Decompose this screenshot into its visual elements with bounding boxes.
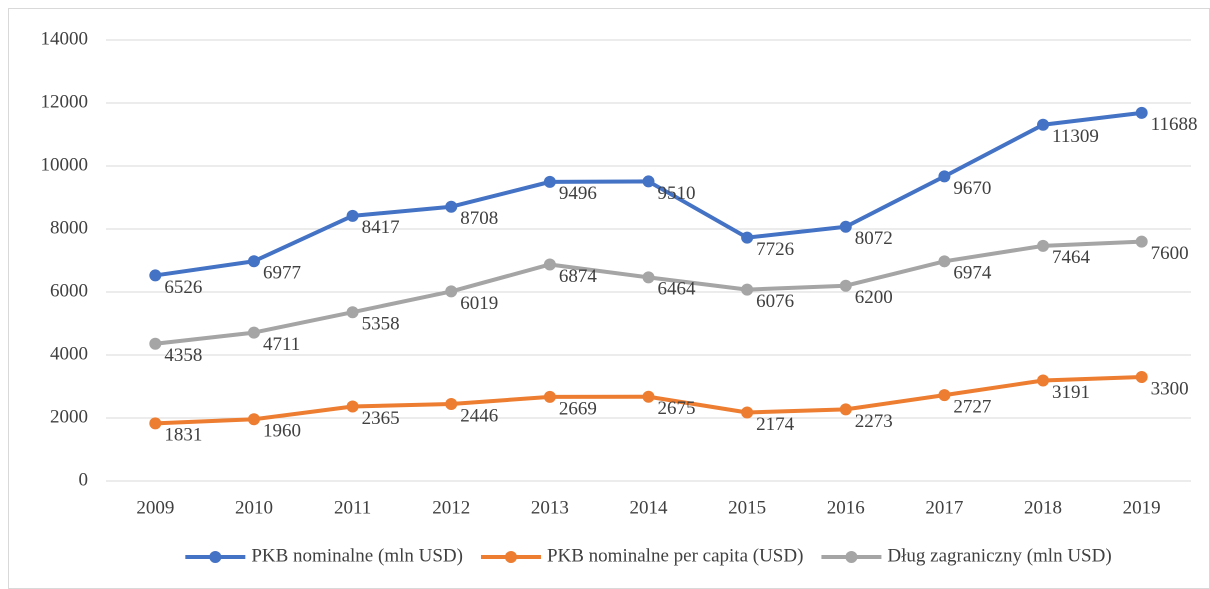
point: [445, 397, 458, 410]
data-label: 6874: [559, 266, 598, 287]
legend-label: Dług zagraniczny (mln USD): [887, 545, 1111, 566]
x-tick-label: 2010: [235, 497, 273, 518]
point: [1135, 235, 1148, 248]
data-label: 2727: [953, 396, 991, 417]
data-label: 4711: [263, 334, 300, 355]
legend-marker: [845, 551, 858, 563]
y-tick-label: 10000: [41, 154, 89, 175]
legend-label: PKB nominalne per capita (USD): [547, 545, 803, 566]
point: [1037, 239, 1050, 252]
data-label: 11309: [1052, 126, 1099, 147]
x-tick-label: 2009: [136, 497, 174, 518]
data-label: 6200: [855, 287, 893, 308]
point: [543, 258, 556, 271]
point: [741, 231, 754, 244]
legend-marker: [209, 551, 222, 563]
point: [938, 255, 951, 268]
point: [149, 417, 162, 430]
y-tick-label: 6000: [50, 280, 88, 301]
data-label: 2669: [559, 398, 597, 419]
point: [445, 285, 458, 298]
data-label: 6977: [263, 263, 301, 284]
point: [149, 269, 162, 282]
y-tick-label: 14000: [41, 28, 89, 49]
x-tick-label: 2015: [728, 497, 766, 518]
x-tick-label: 2011: [334, 497, 371, 518]
point: [741, 283, 754, 296]
point: [543, 390, 556, 403]
data-label: 2365: [362, 408, 400, 429]
data-label: 6974: [953, 263, 992, 284]
point: [247, 413, 260, 426]
point: [1135, 371, 1148, 384]
data-label: 3300: [1151, 378, 1189, 399]
x-tick-label: 2017: [925, 497, 963, 518]
data-label: 1960: [263, 421, 301, 442]
x-tick-label: 2016: [827, 497, 865, 518]
data-label: 6076: [756, 291, 794, 312]
data-label: 8417: [362, 217, 400, 238]
point: [839, 279, 852, 292]
x-tick-label: 2014: [630, 497, 669, 518]
data-label: 7600: [1151, 243, 1189, 264]
data-label: 2273: [855, 411, 893, 432]
point: [247, 326, 260, 339]
y-tick-label: 0: [79, 469, 89, 490]
y-tick-label: 4000: [50, 343, 88, 364]
data-label: 8708: [460, 208, 498, 229]
point: [149, 337, 162, 350]
point: [346, 209, 359, 222]
point: [642, 271, 655, 284]
data-label: 2675: [658, 398, 696, 419]
point: [346, 306, 359, 319]
y-tick-label: 12000: [41, 91, 89, 112]
data-label: 7464: [1052, 247, 1091, 268]
point: [543, 175, 556, 188]
y-tick-label: 8000: [50, 217, 88, 238]
data-label: 2446: [460, 405, 498, 426]
point: [642, 390, 655, 403]
point: [938, 170, 951, 183]
data-label: 8072: [855, 228, 893, 249]
data-label: 6019: [460, 293, 498, 314]
point: [938, 389, 951, 402]
y-tick-label: 2000: [50, 406, 88, 427]
legend-label: PKB nominalne (mln USD): [251, 545, 463, 566]
x-tick-label: 2012: [432, 497, 470, 518]
x-tick-label: 2019: [1123, 497, 1161, 518]
x-tick-label: 2013: [531, 497, 569, 518]
data-label: 11688: [1151, 114, 1198, 135]
point: [1037, 374, 1050, 387]
point: [445, 200, 458, 213]
data-label: 3191: [1052, 382, 1090, 403]
chart-border: [8, 8, 1210, 589]
point: [642, 175, 655, 188]
data-label: 9670: [953, 178, 991, 199]
point: [346, 400, 359, 413]
point: [839, 220, 852, 233]
point: [1135, 106, 1148, 119]
legend-marker: [504, 551, 517, 563]
data-label: 9496: [559, 183, 597, 204]
data-label: 6464: [658, 279, 697, 300]
data-label: 6526: [164, 277, 202, 298]
point: [741, 406, 754, 419]
point: [247, 255, 260, 268]
data-label: 4358: [164, 345, 202, 366]
data-label: 5358: [362, 314, 400, 335]
data-label: 9510: [658, 183, 696, 204]
point: [839, 403, 852, 416]
x-tick-label: 2018: [1024, 497, 1062, 518]
data-label: 2174: [756, 414, 795, 435]
data-label: 7726: [756, 239, 794, 260]
data-label: 1831: [164, 425, 202, 446]
point: [1037, 118, 1050, 131]
